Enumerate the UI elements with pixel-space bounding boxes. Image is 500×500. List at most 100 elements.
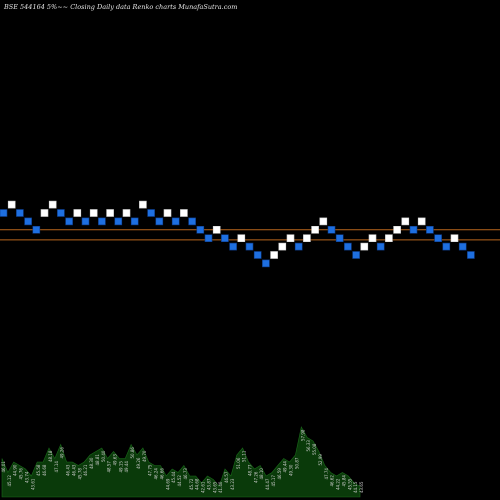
volume-label: 45.58 bbox=[36, 464, 41, 476]
volume-label: 46.24 bbox=[154, 468, 159, 480]
volume-label: 51.06 bbox=[236, 457, 241, 469]
renko-brick-down bbox=[171, 217, 180, 226]
volume-label: 44.68 bbox=[195, 478, 200, 490]
volume-label: 42.61 bbox=[201, 481, 206, 493]
renko-brick-down bbox=[57, 209, 65, 217]
volume-area-group bbox=[1, 426, 361, 498]
renko-brick-down bbox=[24, 217, 32, 226]
renko-brick-down bbox=[155, 217, 164, 226]
volume-label: 52.99 bbox=[318, 454, 323, 466]
volume-label: 43.23 bbox=[230, 478, 235, 490]
volume-label: 48.30 bbox=[89, 457, 94, 469]
volume-label: 44.52 bbox=[177, 475, 182, 487]
renko-brick-down bbox=[32, 226, 41, 234]
volume-label: 45.76 bbox=[19, 468, 24, 480]
renko-brick-down bbox=[335, 234, 344, 242]
renko-brick-up bbox=[286, 234, 295, 242]
renko-brick-down bbox=[344, 242, 352, 251]
volume-label: 48.57 bbox=[107, 461, 112, 473]
volume-label: 43.61 bbox=[30, 478, 35, 490]
volume-label: 48.18 bbox=[48, 450, 53, 462]
renko-brick-down bbox=[409, 226, 418, 234]
renko-brick-down bbox=[0, 209, 8, 217]
volume-label: 49.30 bbox=[289, 464, 294, 476]
renko-brick-down bbox=[442, 242, 451, 251]
renko-brick-up bbox=[122, 209, 131, 217]
volume-label: 50.86 bbox=[130, 447, 135, 459]
volume-label: 43.87 bbox=[206, 478, 211, 490]
volume-label: 41.40 bbox=[218, 481, 223, 493]
volume-label: 43.74 bbox=[25, 471, 30, 483]
volume-label: 45.17 bbox=[271, 475, 276, 487]
volume-label: 45.84 bbox=[341, 475, 346, 487]
renko-bricks bbox=[0, 200, 475, 268]
volume-label: 48.77 bbox=[248, 464, 253, 476]
volume-label: 46.43 bbox=[71, 464, 76, 476]
volume-label: 45.44 bbox=[171, 471, 176, 483]
renko-brick-up bbox=[270, 251, 278, 259]
renko-brick-up bbox=[311, 226, 319, 234]
renko-brick-up bbox=[106, 209, 114, 217]
renko-brick-down bbox=[253, 251, 262, 259]
volume-label: 49.15 bbox=[118, 461, 123, 473]
renko-brick-up bbox=[360, 242, 369, 251]
renko-brick-down bbox=[229, 242, 237, 251]
volume-label: 45.72 bbox=[189, 478, 194, 490]
volume-label: 49.44 bbox=[124, 461, 129, 473]
volume-label: 46.43 bbox=[66, 464, 71, 476]
renko-brick-up bbox=[319, 217, 328, 226]
volume-label: 50.87 bbox=[294, 457, 299, 469]
renko-brick-up bbox=[40, 209, 49, 217]
renko-brick-down bbox=[262, 259, 270, 268]
renko-brick-down bbox=[434, 234, 442, 242]
renko-brick-down bbox=[81, 217, 90, 226]
volume-label: 56.33 bbox=[306, 440, 311, 452]
volume-label: 46.01 bbox=[1, 461, 6, 473]
renko-brick-down bbox=[294, 242, 303, 251]
renko-brick-down bbox=[16, 209, 24, 217]
renko-brick-down bbox=[245, 242, 254, 251]
renko-brick-down bbox=[327, 226, 336, 234]
volume-label: 55.08 bbox=[312, 443, 317, 455]
volume-label: 46.59 bbox=[277, 468, 282, 480]
renko-brick-up bbox=[237, 234, 246, 242]
volume-label: 44.15 bbox=[353, 481, 358, 493]
renko-brick-up bbox=[48, 200, 57, 209]
renko-brick-up bbox=[180, 209, 188, 217]
volume-label: 47.26 bbox=[253, 471, 258, 483]
renko-brick-down bbox=[352, 251, 360, 259]
renko-brick-up bbox=[163, 209, 172, 217]
reference-lines bbox=[0, 229, 500, 241]
renko-brick-up bbox=[401, 217, 410, 226]
renko-brick-down bbox=[196, 226, 205, 234]
volume-label: 51.11 bbox=[242, 450, 247, 462]
volume-label: 48.10 bbox=[259, 468, 264, 480]
renko-brick-up bbox=[139, 200, 147, 209]
volume-label: 44.69 bbox=[165, 478, 170, 490]
volume-label: 46.68 bbox=[42, 464, 47, 476]
volume-label: 49.26 bbox=[60, 447, 65, 459]
volume-label: 46.66 bbox=[160, 468, 165, 480]
volume-label: 47.14 bbox=[54, 461, 59, 473]
volume-label: 44.90 bbox=[13, 464, 18, 476]
volume-label: 44.22 bbox=[336, 478, 341, 490]
volume-label: 43.65 bbox=[212, 481, 217, 493]
renko-brick-down bbox=[458, 242, 467, 251]
renko-brick-down bbox=[426, 226, 434, 234]
renko-brick-down bbox=[221, 234, 229, 242]
renko-brick-up bbox=[385, 234, 393, 242]
renko-brick-up bbox=[450, 234, 459, 242]
renko-brick-down bbox=[114, 217, 123, 226]
volume-label: 50.40 bbox=[101, 450, 106, 462]
volume-label: 45.55 bbox=[347, 478, 352, 490]
chart-title: BSE 544164 5%~~ Closing Daily data Renko… bbox=[4, 3, 238, 11]
renko-brick-up bbox=[7, 200, 16, 209]
volume-label: 47.75 bbox=[148, 464, 153, 476]
volume-label: 47.74 bbox=[324, 468, 329, 480]
volume-label: 46.62 bbox=[330, 475, 335, 487]
volume-label: 49.63 bbox=[113, 454, 118, 466]
volume-label: 48.81 bbox=[95, 454, 100, 466]
volume-label: 45.12 bbox=[7, 475, 12, 487]
volume-label: 49.26 bbox=[136, 457, 141, 469]
